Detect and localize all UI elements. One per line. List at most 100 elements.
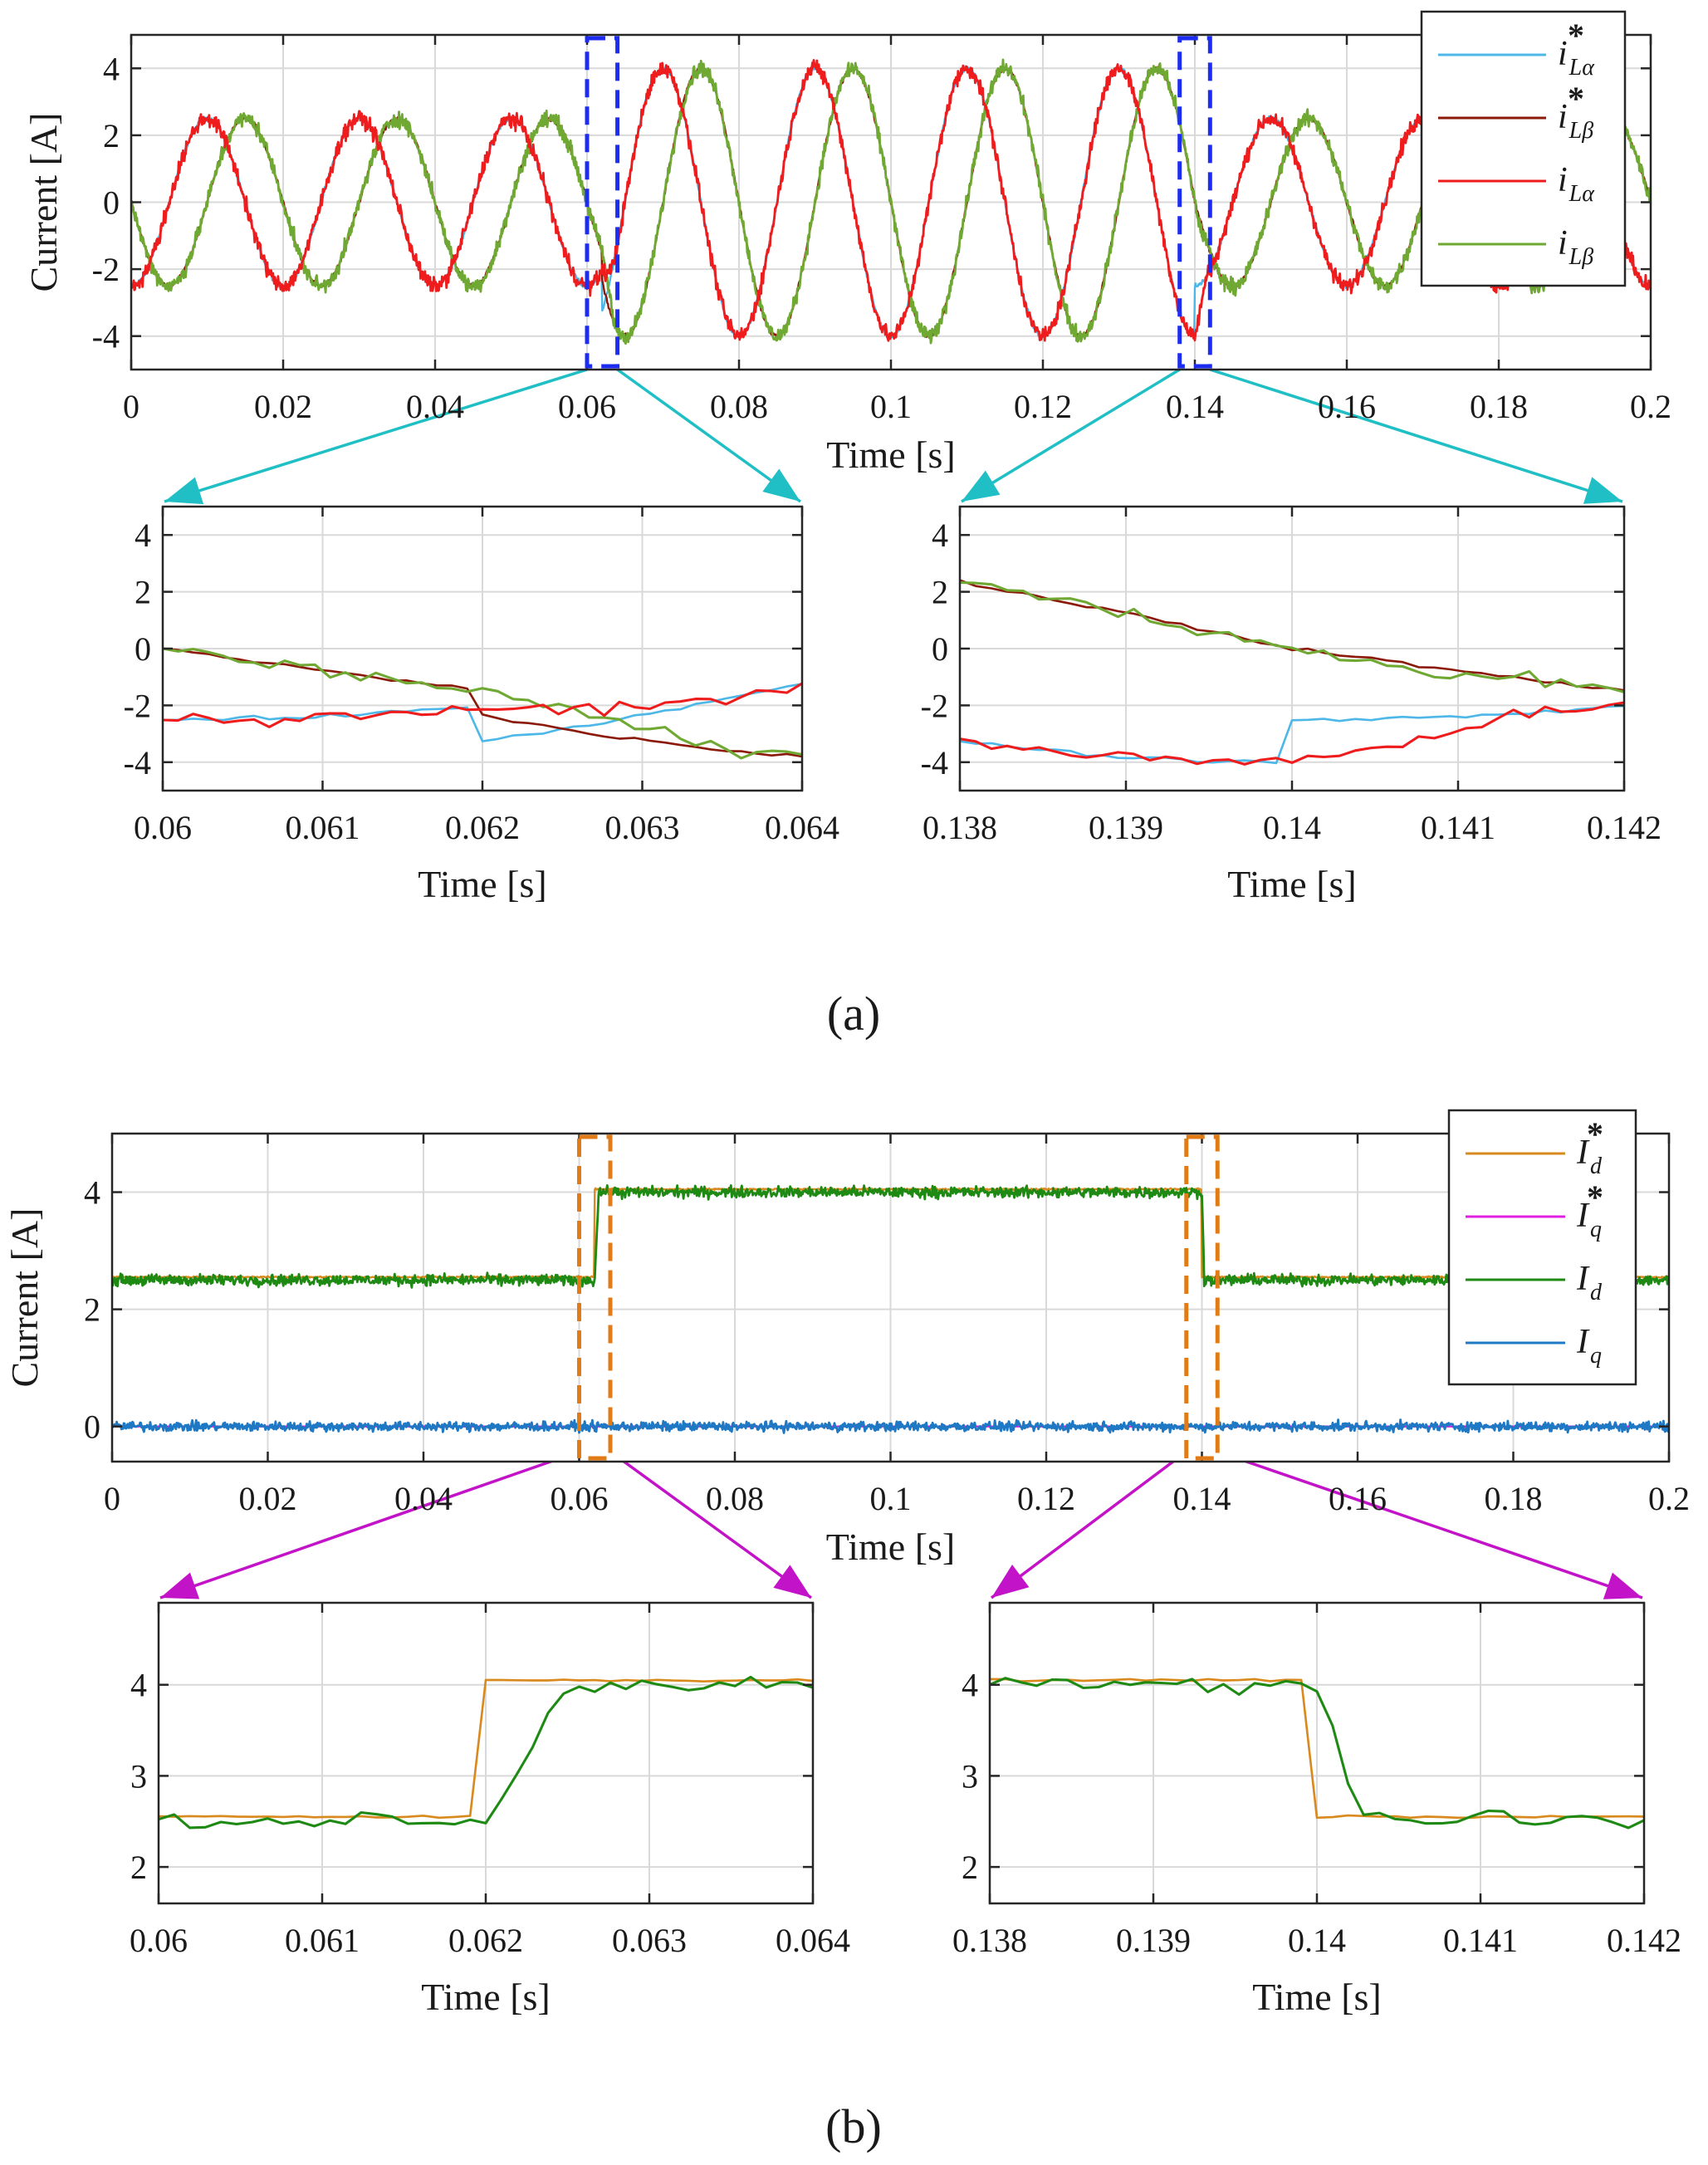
zoom-connector-arrowhead [1603, 1572, 1642, 1599]
x-tick-label: 0.14 [1288, 1922, 1346, 1959]
series-line-iLα [131, 59, 1651, 342]
series-group [131, 58, 1651, 345]
y-tick-label: 2 [84, 1291, 100, 1329]
y-tick-label: 0 [135, 630, 151, 668]
x-tick-label: 0.138 [952, 1922, 1027, 1959]
x-tick-label: 0.12 [1014, 388, 1072, 425]
x-tick-label: 0.062 [448, 1922, 523, 1959]
y-tick-label: 3 [962, 1757, 978, 1795]
y-tick-label: 0 [84, 1408, 100, 1446]
series-line-Id [990, 1677, 1644, 1829]
x-tick-label: 0.061 [286, 809, 360, 846]
zoom-connector-line [159, 1450, 580, 1599]
series-line-I*d [159, 1678, 813, 1820]
x-axis-label: Time [s] [1252, 1976, 1382, 2018]
legend-label: iLα [1558, 35, 1595, 81]
zoom-connector-arrowhead [160, 1572, 200, 1599]
x-tick-label: 0.1 [870, 388, 912, 425]
chart-b-main: 0 0.02 0.04 0.06 0.08 0.1 0.12 0.14 0.16 0.18 0.2 0… [3, 1109, 1690, 1568]
y-tick-label: -4 [124, 744, 151, 781]
chart-b-zoom2: 0.138 0.139 0.14 0.141 0.142 2 3 4 Time [s] [952, 1601, 1681, 2018]
x-tick-label: 0.08 [706, 1480, 764, 1517]
zoom-connector-arrowhead [762, 468, 800, 502]
chart-a-zoom2: 0.138 0.139 0.14 0.141 0.142 -4 -2 0 2 4 Time [s] [921, 505, 1662, 905]
x-tick-label: 0.18 [1485, 1480, 1543, 1517]
series-line-iLβ [163, 647, 802, 760]
x-tick-label: 0.063 [612, 1922, 687, 1959]
series-line-Id [112, 1184, 1669, 1289]
x-tick-label: 0.08 [710, 388, 768, 425]
y-tick-label: -2 [92, 251, 120, 288]
zoom-window-box [1184, 1134, 1220, 1461]
x-tick-label: 0.139 [1089, 809, 1163, 846]
x-tick-label: 0.06 [134, 809, 192, 846]
x-tick-label: 0.16 [1318, 388, 1376, 425]
y-tick-label: 0 [103, 184, 120, 222]
x-tick-label: 0.139 [1116, 1922, 1191, 1959]
x-tick-label: 0.2 [1630, 388, 1671, 425]
y-tick-label: 4 [84, 1174, 100, 1212]
x-tick-label: 0.062 [445, 809, 520, 846]
zoom-window-box [1177, 36, 1212, 369]
series-group [990, 1677, 1644, 1829]
y-axis-label: Current [A] [22, 113, 65, 292]
legend-label: Iq [1576, 1323, 1602, 1369]
x-tick-label: 0.138 [923, 809, 997, 846]
zoom-connector-arrowhead [991, 1565, 1030, 1598]
x-axis-label: Time [s] [826, 433, 956, 476]
x-tick-label: 0.063 [605, 809, 680, 846]
y-tick-label: 2 [135, 574, 151, 611]
x-tick-label: 0.14 [1173, 1480, 1231, 1517]
series-line-iLβ [131, 58, 1651, 345]
y-tick-label: -2 [124, 687, 151, 724]
zoom-connectors [159, 368, 1643, 1599]
series-line-i*Lβ [163, 647, 802, 758]
zoom-connector-line [961, 368, 1181, 503]
y-tick-label: 4 [103, 50, 120, 87]
legend-box [1420, 10, 1627, 287]
series-line-iLα [163, 682, 802, 728]
x-axis-label: Time [s] [1227, 863, 1357, 905]
chart-a-zoom1: 0.06 0.061 0.062 0.063 0.064 -4 -2 0 2 4 Time [s] [124, 505, 839, 905]
y-tick-label: -2 [921, 687, 948, 724]
series-line-iLβ [960, 580, 1624, 693]
series-line-Id [159, 1675, 813, 1829]
series-line-i*Lα [960, 704, 1624, 765]
y-tick-label: 2 [103, 117, 120, 154]
x-axis-label: Time [s] [418, 863, 547, 905]
y-tick-label: 2 [932, 574, 948, 611]
x-tick-label: 0.18 [1470, 388, 1528, 425]
zoom-connector-arrowhead [962, 470, 1001, 502]
zoom-connector-arrowhead [773, 1565, 811, 1598]
zoom-connector-arrowhead [1583, 477, 1622, 504]
legend-label-sup: * [1568, 80, 1584, 117]
x-tick-label: 0.14 [1166, 388, 1224, 425]
legend-label-sup: * [1587, 1178, 1603, 1216]
series-line-iLα [960, 701, 1624, 766]
x-tick-label: 0.16 [1329, 1480, 1387, 1517]
x-tick-label: 0.141 [1443, 1922, 1518, 1959]
legend-label: iLβ [1558, 98, 1593, 144]
y-axis-label: Current [A] [3, 1208, 46, 1388]
legend-label: Id [1576, 1134, 1603, 1179]
x-tick-label: 0.1 [870, 1480, 912, 1517]
series-line-I*d [112, 1187, 1669, 1280]
zoom-window-box [577, 1134, 613, 1461]
series-group [159, 1675, 813, 2058]
zoom-window-box [585, 36, 620, 369]
legend-label: Iq [1576, 1197, 1602, 1242]
chart-a-main: 0 0.02 0.04 0.06 0.08 0.1 0.12 0.14 0.16 0.18 0.2 -… [22, 10, 1671, 476]
x-tick-label: 0.12 [1017, 1480, 1075, 1517]
caption-b: (b) [825, 2099, 882, 2153]
x-axis-label: Time [s] [421, 1976, 551, 2018]
y-tick-label: 4 [135, 517, 151, 554]
x-tick-label: 0.2 [1648, 1480, 1690, 1517]
y-tick-label: 4 [130, 1667, 147, 1704]
zoom-connector-line [1216, 1450, 1643, 1599]
zoom-connector-line [1209, 368, 1623, 503]
legend-label: Id [1576, 1260, 1603, 1305]
series-line-Iq [159, 2040, 813, 2058]
x-tick-label: 0 [104, 1480, 120, 1517]
